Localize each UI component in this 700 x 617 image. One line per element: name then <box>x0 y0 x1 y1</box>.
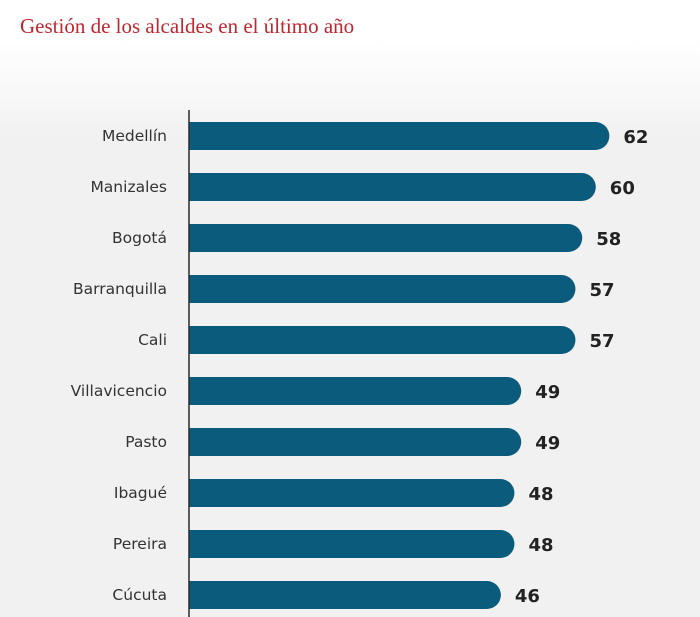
value-label: 57 <box>589 331 614 352</box>
value-label: 58 <box>596 229 621 250</box>
category-label: Pereira <box>113 535 167 553</box>
value-label: 62 <box>623 127 648 148</box>
bar-row: Barranquilla 57 <box>73 275 615 303</box>
category-label: Ibagué <box>114 484 167 502</box>
value-label: 60 <box>610 178 635 199</box>
bar-row: Bogotá 58 <box>112 224 621 252</box>
category-label: Medellín <box>102 127 167 145</box>
value-label: 46 <box>515 586 540 607</box>
bar <box>189 275 576 303</box>
bar-row: Manizales 60 <box>90 173 635 201</box>
value-label: 49 <box>535 382 560 403</box>
value-label: 49 <box>535 433 560 454</box>
chart-title: Gestión de los alcaldes en el último año <box>20 14 355 38</box>
bar-row: Medellín 62 <box>102 122 648 150</box>
value-label: 48 <box>528 484 553 505</box>
bar <box>189 122 610 150</box>
bar-row: Pereira 48 <box>113 530 554 558</box>
category-label: Manizales <box>90 178 167 196</box>
bar-row: Cali 57 <box>138 326 615 354</box>
bar-row: Ibagué 48 <box>114 479 554 507</box>
bar <box>189 224 583 252</box>
value-label: 48 <box>528 535 553 556</box>
bar <box>189 326 576 354</box>
category-label: Bogotá <box>112 229 167 247</box>
bar-row: Cúcuta 46 <box>112 581 540 609</box>
bar <box>189 173 596 201</box>
category-label: Barranquilla <box>73 280 167 298</box>
category-label: Cúcuta <box>112 586 167 604</box>
bar <box>189 479 515 507</box>
bar-row: Pasto 49 <box>125 428 560 456</box>
category-label: Cali <box>138 331 167 349</box>
bar <box>189 377 522 405</box>
category-label: Villavicencio <box>71 382 167 400</box>
bar-row: Villavicencio 49 <box>71 377 560 405</box>
bar <box>189 581 501 609</box>
value-label: 57 <box>589 280 614 301</box>
category-label: Pasto <box>125 433 167 451</box>
bars-layer: Medellín 62 Manizales 60 Bogotá 58 Barranquill… <box>71 122 648 609</box>
bar <box>189 530 515 558</box>
bar <box>189 428 522 456</box>
